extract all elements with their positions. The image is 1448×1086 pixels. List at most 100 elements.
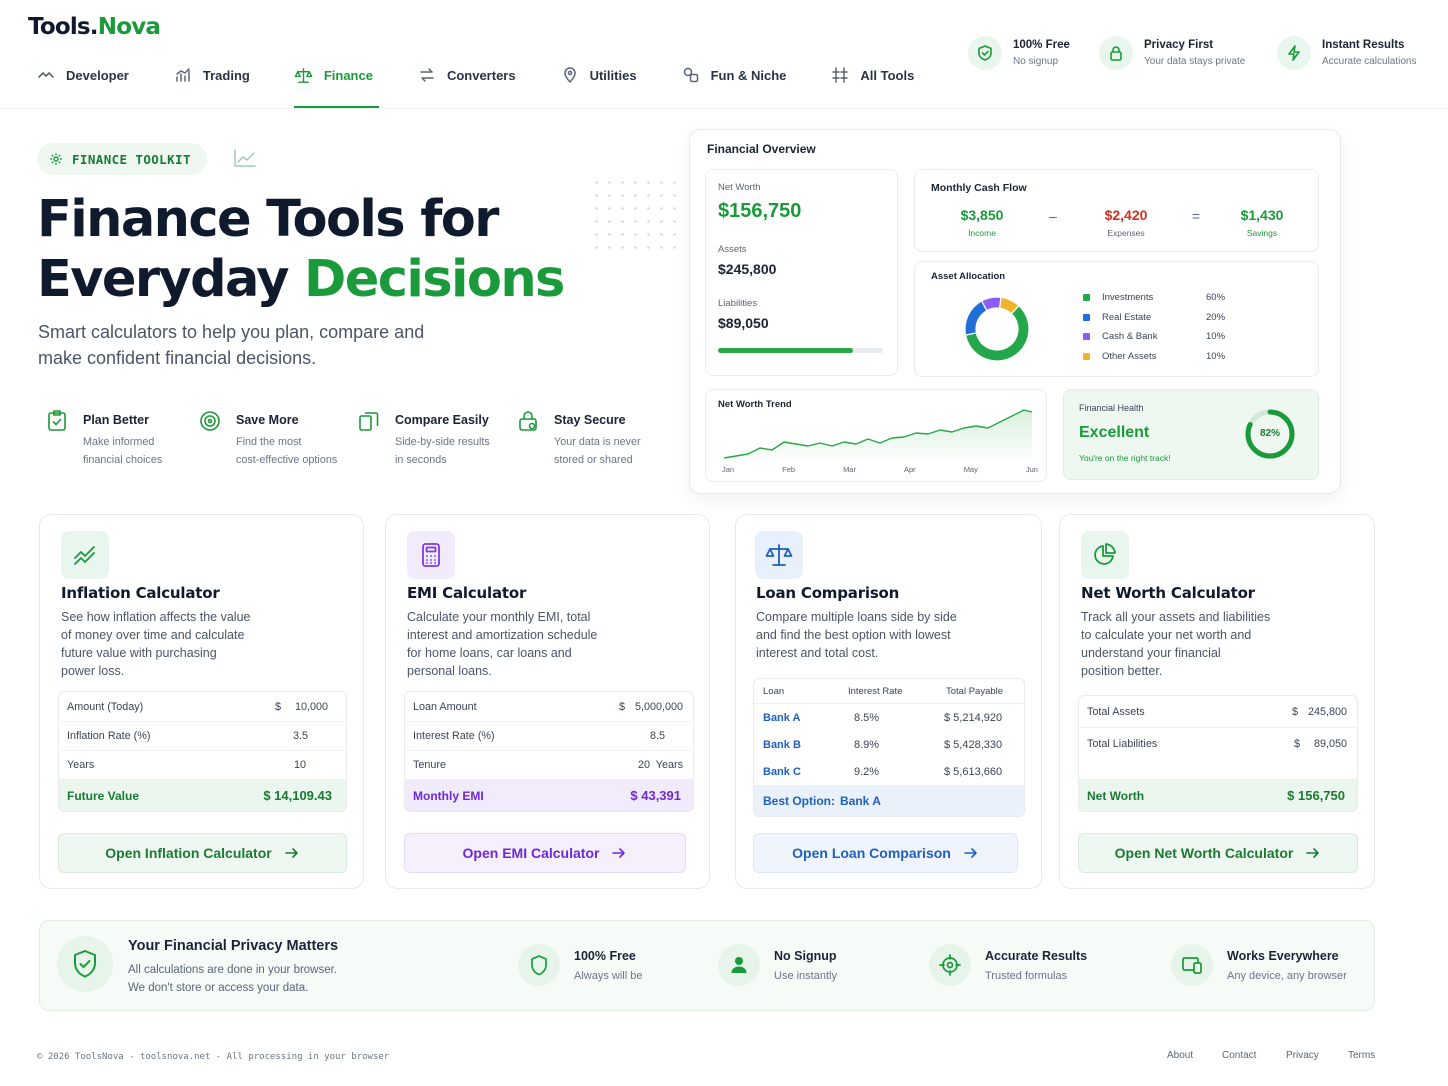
nav-item-finance[interactable]: Finance <box>293 62 380 108</box>
cash-flow-title: Monthly Cash Flow <box>931 182 1027 194</box>
feature-stay-secure: Stay Secure Your data is never stored or s… <box>516 408 641 469</box>
footer-link-contact[interactable]: Contact <box>1222 1050 1257 1061</box>
trend-area <box>724 410 1032 464</box>
nav-item-developer[interactable]: Developer <box>36 62 129 88</box>
nav-label: Converters <box>446 67 516 83</box>
tool-description: Compare multiple loans side by side and … <box>756 608 1026 662</box>
tool-desc-line: position better. <box>1081 664 1163 678</box>
table-spacer <box>1079 760 1357 780</box>
loan-rate: 8.9% <box>854 738 880 751</box>
finance-toolkit-badge: FINANCE TOOLKIT <box>37 143 207 175</box>
liabilities-value: $89,050 <box>718 315 769 331</box>
privacy-line: All calculations are done in your browse… <box>128 964 338 976</box>
column-header: Loan <box>763 685 785 697</box>
feature-desc: in seconds <box>395 454 447 466</box>
result-value: $ 156,750 <box>1287 788 1345 803</box>
result-row: Net Worth $ 156,750 <box>1079 780 1357 811</box>
footer-link-privacy[interactable]: Privacy <box>1286 1050 1319 1061</box>
privacy-title: Your Financial Privacy Matters <box>128 938 339 954</box>
footer-link-terms[interactable]: Terms <box>1348 1050 1376 1061</box>
trend-month: Jun <box>1025 465 1038 474</box>
table-row: Loan Amount $5,000,000 <box>405 692 693 722</box>
health-score-ring <box>1245 409 1295 459</box>
nav-item-fun-niche[interactable]: Fun & Niche <box>681 62 787 88</box>
open-emi-calculator-button[interactable]: Open EMI Calculator <box>404 833 686 873</box>
trend-month: Apr <box>904 465 916 474</box>
button-label: Open Loan Comparison <box>792 845 951 861</box>
feature-desc: Side-by-side results <box>395 436 490 448</box>
nav-item-all-tools[interactable]: All Tools <box>830 62 914 88</box>
button-label: Open Net Worth Calculator <box>1114 845 1294 861</box>
loan-name: Bank B <box>763 738 801 751</box>
tool-title: EMI Calculator <box>407 584 527 602</box>
open-inflation-calculator-button[interactable]: Open Inflation Calculator <box>58 833 347 873</box>
loan-name: Bank A <box>763 711 801 724</box>
badge-subtitle: No signup <box>1013 56 1059 67</box>
gear-icon <box>49 152 63 166</box>
item-subtitle: Any device, any browser <box>1227 969 1347 982</box>
loan-comparison-table: Loan Interest Rate Total Payable Bank A … <box>753 678 1025 817</box>
item-subtitle: Always will be <box>574 969 643 982</box>
result-label: Future Value <box>67 788 140 803</box>
result-label: Monthly EMI <box>413 788 484 803</box>
lock-check-icon <box>516 409 542 435</box>
logo[interactable]: Tools. Nova <box>28 14 161 40</box>
legend-item: Investments 60% <box>1083 288 1225 308</box>
open-loan-comparison-button[interactable]: Open Loan Comparison <box>753 833 1018 873</box>
feature-desc: Find the most <box>236 436 302 448</box>
legend-swatch <box>1083 313 1090 321</box>
trend-up-icon <box>61 531 109 579</box>
table-row: Total Assets $245,800 <box>1079 696 1357 728</box>
best-option-value: Bank A <box>840 793 881 808</box>
hero-title: Finance Tools for Everyday Decisions <box>37 190 565 310</box>
scale-icon <box>755 531 803 579</box>
table-row: Bank C 9.2% $ 5,613,660 <box>754 758 1024 785</box>
expenses-value: $2,420 <box>1104 207 1148 223</box>
nav-label: All Tools <box>860 67 915 83</box>
tool-desc-line: interest and total cost. <box>756 646 879 660</box>
arrow-right-icon <box>284 846 300 860</box>
nav-item-utilities[interactable]: Utilities <box>560 62 637 88</box>
row-currency: $ <box>618 700 625 713</box>
feature-title: Compare Easily <box>395 413 489 427</box>
row-label: Inflation Rate (%) <box>67 730 151 742</box>
open-net-worth-calculator-button[interactable]: Open Net Worth Calculator <box>1078 833 1358 873</box>
arrow-right-icon <box>1305 846 1321 860</box>
income-value: $3,850 <box>960 207 1004 223</box>
bolt-icon <box>1277 36 1311 70</box>
tool-desc-line: Compare multiple loans side by side <box>756 610 957 624</box>
row-currency: $ <box>274 700 281 713</box>
health-title: Financial Health <box>1079 403 1144 413</box>
lock-icon <box>1099 36 1133 70</box>
trend-axis: Jan Feb Mar Apr May Jun <box>722 465 1038 474</box>
expenses-label: Expenses <box>1107 228 1145 238</box>
trend-line <box>723 409 1033 459</box>
net-worth-table: Total Assets $245,800 Total Liabilities $8… <box>1078 695 1358 812</box>
main-nav: Developer Trading Finance Converters Uti… <box>36 62 958 108</box>
chart-bars-icon <box>173 65 193 85</box>
trend-month: Jan <box>722 465 735 474</box>
nav-item-converters[interactable]: Converters <box>417 62 516 88</box>
arrow-right-icon <box>611 846 627 860</box>
privacy-item-no-signup: No Signup Use instantly <box>718 944 837 986</box>
loan-total: $ 5,613,660 <box>944 765 1003 778</box>
emi-table: Loan Amount $5,000,000 Interest Rate (%) 8… <box>404 691 694 812</box>
feature-title: Save More <box>236 413 299 427</box>
decorative-dot-grid <box>590 176 680 256</box>
footer-link-about[interactable]: About <box>1167 1050 1194 1061</box>
row-value: 89,050 <box>1313 738 1347 750</box>
nav-label: Fun & Niche <box>710 67 787 83</box>
crosshair-icon <box>929 944 971 986</box>
tool-desc-line: of money over time and calculate <box>61 628 245 642</box>
donut-slice-investments <box>964 304 1030 362</box>
legend-item: Cash & Bank 10% <box>1083 327 1225 347</box>
row-value: 8.5 <box>649 730 665 742</box>
loan-rate: 9.2% <box>854 765 880 778</box>
legend-item: Real Estate 20% <box>1083 308 1225 328</box>
tool-card-net-worth: Net Worth Calculator Track all your asse… <box>1059 514 1375 889</box>
assets-label: Assets <box>718 244 747 255</box>
clipboard-check-icon <box>45 409 71 435</box>
arrows-swap-icon <box>417 65 437 85</box>
nav-item-trading[interactable]: Trading <box>173 62 250 88</box>
privacy-text: All calculations are done in your browse… <box>128 961 337 997</box>
